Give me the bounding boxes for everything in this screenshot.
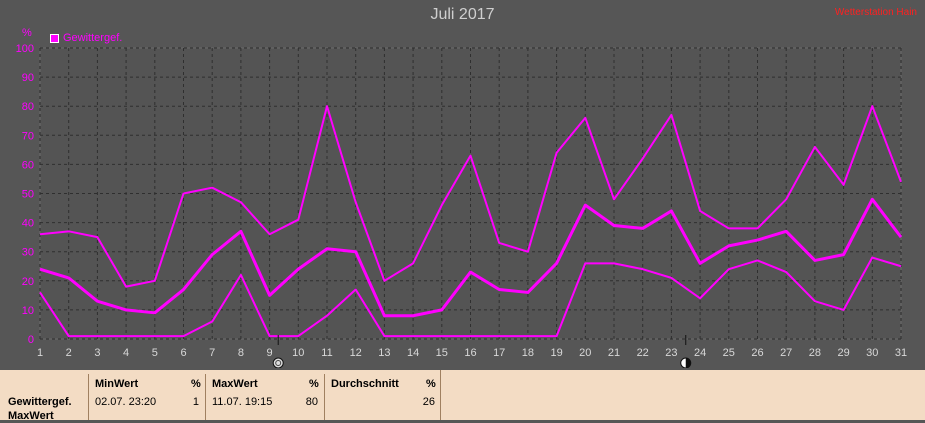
x-tick-label: 29 [837,347,849,359]
legend-swatch [50,33,59,43]
y-tick-label: 100 [16,43,34,55]
min-header: MinWert [95,378,139,390]
y-unit-label: % [22,27,32,39]
legend-label: Gewittergef. [63,32,123,44]
x-tick-label: 14 [407,347,419,359]
y-tick-label: 90 [22,72,34,84]
x-tick-label: 23 [665,347,677,359]
x-tick-label: 22 [637,347,649,359]
y-tick-label: 20 [22,276,34,288]
avg-unit: % [426,378,436,390]
min-date: 02.07. 23:20 [95,396,157,408]
stats-row-label: Gewittergef. MaxWert [8,395,72,423]
x-tick-label: 19 [550,347,562,359]
row-label-series: Gewittergef. [8,396,72,408]
series-avg-line [39,197,903,318]
grid-lines [39,47,902,340]
x-tick-label: 12 [350,347,362,359]
x-tick-label: 18 [522,347,534,359]
series-min-line [39,256,902,338]
y-tick-label: 30 [22,247,34,259]
row-label-value: MaxWert [8,410,54,422]
x-tick-label: 27 [780,347,792,359]
max-date: 11.07. 19:15 [212,396,273,408]
max-value: 80 [305,396,318,408]
min-value: 1 [192,396,199,408]
x-tick-label: 24 [694,347,706,359]
x-tick-label: 2 [66,347,72,359]
max-header: MaxWert [212,378,258,390]
x-tick-label: 30 [866,347,878,359]
x-tick-label: 13 [378,347,390,359]
y-tick-label: 60 [22,159,34,171]
min-unit: % [191,378,201,390]
y-tick-label: 40 [22,218,34,230]
y-axis: 0 10 20 30 40 50 60 70 80 90 100 [16,43,34,346]
y-tick-label: 10 [22,305,34,317]
x-tick-label: 6 [180,347,186,359]
x-tick-label: 28 [809,347,821,359]
x-tick-label: 8 [238,347,244,359]
y-tick-label: 50 [22,189,34,201]
min-column: MinWert % 02.07. 23:20 1 [88,374,205,420]
x-tick-label: 16 [464,347,476,359]
new-moon-icon [680,357,692,368]
y-tick-label: 0 [28,334,34,346]
x-tick-label: 9 [267,347,273,359]
x-axis: 1 2 3 4 5 6 7 8 9 10 11 12 13 14 15 16 17 18 19 20 21 22 23 24 2… [37,347,907,359]
x-tick-label: 15 [436,347,448,359]
x-tick-label: 26 [751,347,763,359]
chart-title: Juli 2017 [430,6,495,23]
x-tick-label: 31 [895,347,907,359]
avg-value: 26 [422,396,435,408]
y-tick-label: 80 [22,101,34,113]
x-tick-label: 1 [37,347,43,359]
series-max-line [39,105,902,288]
max-column: MaxWert % 11.07. 19:15 80 [205,374,324,420]
x-tick-label: 21 [608,347,620,359]
x-tick-label: 25 [723,347,735,359]
y-tick-label: 70 [22,130,34,142]
stats-table: Gewittergef. MaxWert MinWert % 02.07. 23… [0,370,925,423]
max-unit: % [309,378,319,390]
x-tick-label: 5 [152,347,158,359]
avg-header: Durchschnitt [331,378,399,390]
x-tick-label: 17 [493,347,505,359]
x-tick-label: 20 [579,347,591,359]
series-lines [39,105,903,338]
x-tick-label: 7 [209,347,215,359]
x-tick-label: 4 [123,347,129,359]
x-tick-label: 10 [292,347,304,359]
x-tick-label: 3 [94,347,100,359]
legend: Gewittergef. [50,32,122,44]
table-divider [440,370,441,420]
credit-text: Wetterstation Hain [834,7,917,18]
full-moon-icon [272,357,284,368]
avg-column: Durchschnitt % 26 [324,374,441,420]
moon-markers [272,335,692,368]
x-tick-label: 11 [321,347,332,359]
